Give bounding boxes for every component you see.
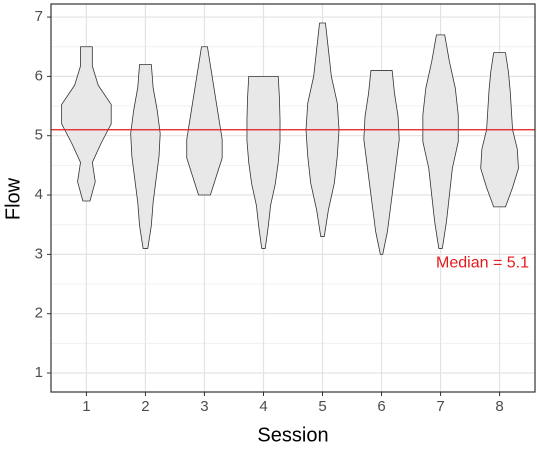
y-tick-label: 2 xyxy=(35,305,43,322)
y-tick-label: 7 xyxy=(35,8,43,25)
x-tick-label: 3 xyxy=(200,398,208,415)
x-tick-label: 4 xyxy=(259,398,267,415)
x-axis-label: Session xyxy=(257,424,328,446)
violin xyxy=(422,34,459,249)
violin xyxy=(61,46,112,202)
plot-border xyxy=(50,3,536,393)
y-tick-label: 1 xyxy=(35,364,43,381)
violin xyxy=(246,75,281,249)
x-tick-label: 5 xyxy=(318,398,326,415)
violin xyxy=(186,46,223,196)
x-tick-label: 2 xyxy=(141,398,149,415)
x-tick-label: 8 xyxy=(495,398,503,415)
y-tick-label: 5 xyxy=(35,127,43,144)
plot-background xyxy=(51,4,535,392)
x-tick-label: 1 xyxy=(82,398,90,415)
y-tick-label: 6 xyxy=(35,67,43,84)
y-tick-label: 4 xyxy=(35,186,43,203)
x-tick-label: 6 xyxy=(377,398,385,415)
y-tick-label: 3 xyxy=(35,245,43,262)
violin xyxy=(363,70,400,255)
violin xyxy=(130,64,161,249)
median-label: Median = 5.1 xyxy=(436,254,529,271)
y-axis-label: Flow xyxy=(2,177,24,220)
x-tick-label: 7 xyxy=(436,398,444,415)
